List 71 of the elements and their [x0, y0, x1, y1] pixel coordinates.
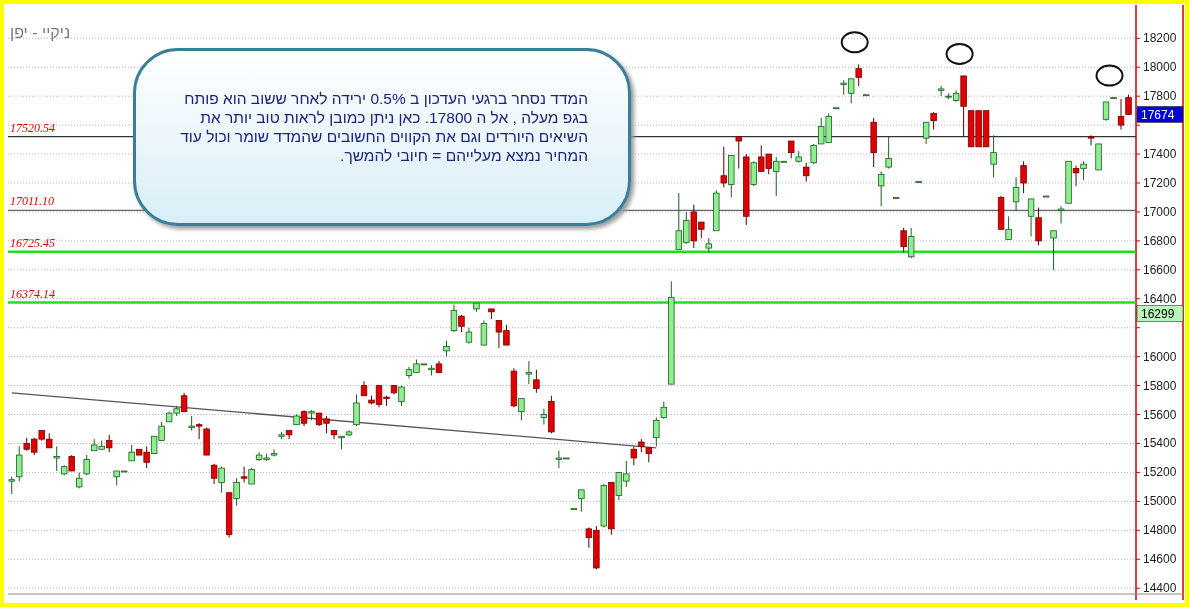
y-tick-label: 16600 [1143, 262, 1177, 277]
candlestick [450, 304, 458, 333]
candlestick [1020, 160, 1027, 194]
candlestick [16, 445, 23, 482]
candlestick [180, 392, 188, 413]
ref-line-label: 17011.10 [10, 194, 55, 209]
candlestick [990, 134, 997, 178]
ref-line-label: 17520.54 [10, 120, 55, 135]
candlestick [270, 448, 278, 458]
y-tick-label: 14400 [1143, 581, 1177, 596]
text: ניקיי - יפן [10, 24, 71, 42]
candlestick [877, 170, 885, 207]
candlestick [1057, 205, 1065, 225]
candlestick [630, 445, 638, 466]
y-tick-label: 14600 [1143, 552, 1177, 567]
candlestick [518, 398, 525, 421]
picture-callout-box: המדד נסחר ברגעי העדכון ב 0.5% ירידה לאחר ששוב הוא פותח בגפ מעלה , אל ה 17800. כאן ניתן כמובן לראות טוב יותר את השיאים היורדים וגם את הקווים החשובים שהמדד שומר וכול עוד המחיר נמצא מעלייהם = חיובי להמשך. [133, 48, 631, 226]
candlestick [53, 445, 60, 472]
y-tick-label: 16400 [1143, 291, 1177, 306]
candlestick [900, 227, 907, 253]
candlestick [480, 319, 488, 346]
y-tick-label: 18000 [1143, 60, 1177, 75]
candlestick [540, 408, 548, 426]
ref-line-label: 16725.45 [10, 235, 55, 250]
candlestick [218, 466, 225, 494]
y-tick-label: 16000 [1143, 349, 1177, 364]
y-tick-label: 16800 [1143, 233, 1177, 248]
candlestick [885, 136, 892, 170]
candlestick [720, 146, 727, 188]
candlestick [353, 393, 360, 427]
candlestick [907, 227, 915, 259]
y-tick-label: 16299 [1141, 306, 1175, 321]
candlestick [1087, 134, 1095, 146]
ref-line-label: 16374.14 [10, 286, 55, 301]
y-tick-label: 15000 [1143, 494, 1177, 509]
candlestick [195, 422, 203, 440]
candlestick [1005, 215, 1012, 240]
candlestick [653, 416, 660, 447]
y-tick-label: 15200 [1143, 465, 1177, 480]
candlestick [240, 466, 248, 484]
candlestick [750, 160, 757, 187]
candlestick [803, 162, 810, 183]
y-tick-label: 15600 [1143, 407, 1177, 422]
y-tick-label: 15400 [1143, 436, 1177, 451]
y-tick-label: 17200 [1143, 176, 1177, 190]
candlestick [810, 143, 817, 165]
candlestick [1080, 160, 1087, 181]
candlestick [533, 369, 540, 394]
candlestick [1072, 165, 1080, 187]
candlestick [210, 463, 218, 485]
y-tick-label: 15800 [1143, 378, 1177, 393]
candlestick [937, 85, 945, 97]
y-tick-label: 17400 [1143, 147, 1177, 162]
candlestick [1125, 94, 1132, 116]
y-tick-label: 17800 [1143, 89, 1177, 104]
candlestick [855, 63, 862, 87]
y-tick-label: 18200 [1143, 31, 1177, 46]
candlestick [1027, 198, 1035, 238]
candlestick [1012, 176, 1020, 211]
candlestick [1050, 230, 1057, 271]
candlestick [525, 360, 533, 385]
y-tick-label: 17000 [1143, 204, 1177, 219]
candlestick [1035, 207, 1042, 246]
candlestick [735, 136, 742, 170]
candlestick [922, 121, 930, 145]
y-tick-label: 14800 [1143, 523, 1177, 538]
candlestick [1117, 98, 1125, 130]
candlestick [233, 477, 240, 507]
candlestick [578, 489, 585, 513]
y-tick-label: 17674 [1141, 107, 1175, 122]
candlestick [1102, 101, 1110, 122]
